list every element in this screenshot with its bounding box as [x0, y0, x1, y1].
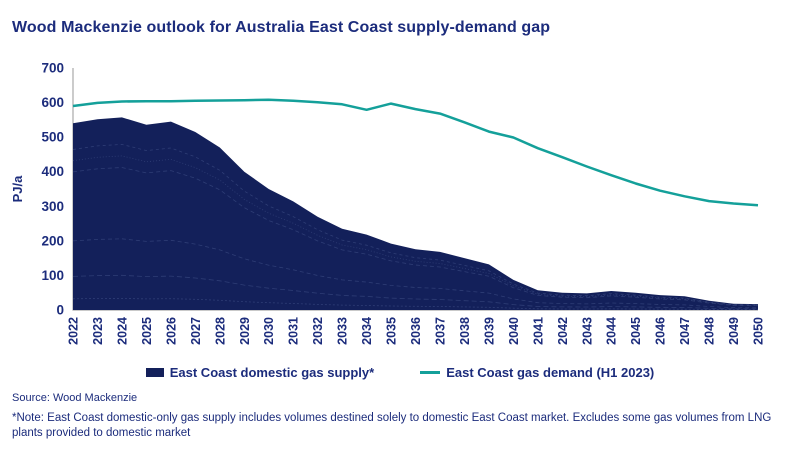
y-tick-label: 0 — [56, 303, 64, 318]
x-tick-label: 2023 — [91, 317, 105, 345]
supply-area — [73, 117, 758, 311]
y-tick-label: 400 — [41, 164, 64, 179]
x-tick-label: 2044 — [605, 317, 619, 345]
x-tick-label: 2042 — [556, 317, 570, 345]
x-tick-label: 2025 — [140, 317, 154, 345]
y-axis-label: PJ/a — [10, 175, 25, 203]
x-tick-label: 2040 — [507, 317, 521, 345]
supply-substack-line — [72, 167, 759, 307]
x-tick-label: 2034 — [360, 317, 374, 345]
x-tick-label: 2047 — [678, 317, 692, 345]
legend-label-supply: East Coast domestic gas supply* — [169, 365, 375, 380]
x-tick-label: 2048 — [703, 317, 717, 345]
x-tick-label: 2031 — [287, 317, 301, 345]
x-tick-label: 2033 — [336, 317, 350, 345]
y-tick-label: 700 — [41, 61, 64, 76]
x-tick-label: 2038 — [458, 317, 472, 345]
x-tick-label: 2029 — [238, 317, 252, 345]
x-tick-label: 2032 — [311, 317, 325, 345]
legend-entry-supply: East Coast domestic gas supply* — [145, 365, 375, 380]
x-tick-label: 2026 — [164, 317, 178, 345]
x-tick-label: 2024 — [115, 317, 129, 345]
y-tick-label: 300 — [41, 199, 64, 214]
y-tick-label: 100 — [41, 268, 64, 283]
y-tick-label: 500 — [41, 130, 64, 145]
x-tick-label: 2037 — [434, 317, 448, 345]
chart-legend: East Coast domestic gas supply* East Coa… — [0, 365, 800, 380]
x-tick-label: 2043 — [580, 317, 594, 345]
supply-substack-line — [72, 143, 759, 306]
x-tick-label: 2039 — [482, 317, 496, 345]
x-tick-label: 2049 — [727, 317, 741, 345]
x-tick-label: 2046 — [654, 317, 668, 345]
legend-entry-demand: East Coast gas demand (H1 2023) — [420, 365, 654, 380]
x-tick-label: 2027 — [189, 317, 203, 345]
legend-label-demand: East Coast gas demand (H1 2023) — [446, 365, 655, 380]
x-tick-label: 2050 — [752, 317, 766, 345]
x-tick-label: 2041 — [531, 317, 545, 345]
supply-substack-line — [72, 155, 759, 306]
footnote-text: *Note: East Coast domestic-only gas supp… — [12, 412, 772, 439]
demand-line-swatch-icon — [420, 371, 441, 374]
demand-line — [72, 98, 759, 207]
source-text: Source: Wood Mackenzie — [12, 392, 138, 404]
x-tick-label: 2022 — [67, 317, 81, 345]
x-tick-label: 2028 — [213, 317, 227, 345]
supply-area-swatch-icon — [145, 368, 164, 377]
y-tick-label: 200 — [41, 233, 64, 248]
supply-demand-chart: 0 100 200 300 400 500 600 700 PJ/a 2022 2023 2024 20… — [10, 61, 766, 345]
supply-substack-line — [72, 238, 759, 309]
x-tick-label: 2030 — [262, 317, 276, 345]
y-tick-label: 600 — [41, 95, 64, 110]
x-tick-label: 2035 — [385, 317, 399, 345]
x-tick-label: 2045 — [629, 317, 643, 345]
chart-title: Wood Mackenzie outlook for Australia Eas… — [12, 19, 551, 36]
x-tick-label: 2036 — [409, 317, 423, 345]
supply-substack-line — [72, 274, 758, 310]
